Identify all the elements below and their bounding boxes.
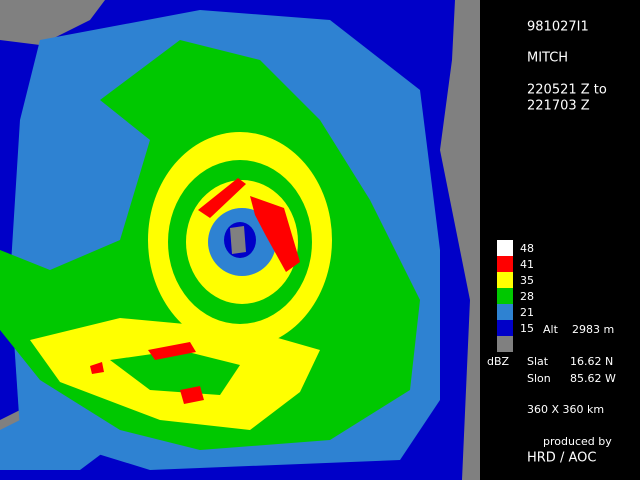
credit-line: produced by <box>543 435 612 448</box>
legend-label: 21 <box>520 306 534 319</box>
altitude-value: 2983 m <box>572 323 614 336</box>
legend-swatch <box>497 240 513 256</box>
slat-label: Slat <box>527 355 549 368</box>
radar-image <box>0 0 480 480</box>
time-from: 220521 Z to <box>527 83 607 98</box>
product-id: 981027I1 <box>527 20 589 35</box>
legend-swatch <box>497 272 513 288</box>
legend-unit: dBZ <box>487 355 510 368</box>
time-to: 221703 Z <box>527 99 590 114</box>
domain-size: 360 X 360 km <box>527 403 604 416</box>
slon-value: 85.62 W <box>570 372 616 385</box>
credit-org: HRD / AOC <box>527 451 596 466</box>
legend-label: 28 <box>520 290 534 303</box>
legend-swatch <box>497 304 513 320</box>
legend-label: 41 <box>520 258 534 271</box>
altitude-label: Alt <box>543 323 559 336</box>
legend-swatch <box>497 256 513 272</box>
legend-swatch <box>497 288 513 304</box>
legend: 48 41 35 28 21 15 <box>497 240 534 352</box>
storm-name: MITCH <box>527 51 568 66</box>
legend-label: 35 <box>520 274 534 287</box>
legend-swatch <box>497 320 513 336</box>
legend-label: 48 <box>520 242 534 255</box>
slon-label: Slon <box>527 372 551 385</box>
legend-label: 15 <box>520 322 534 335</box>
slat-value: 16.62 N <box>570 355 613 368</box>
no-data-swatch <box>497 336 513 352</box>
